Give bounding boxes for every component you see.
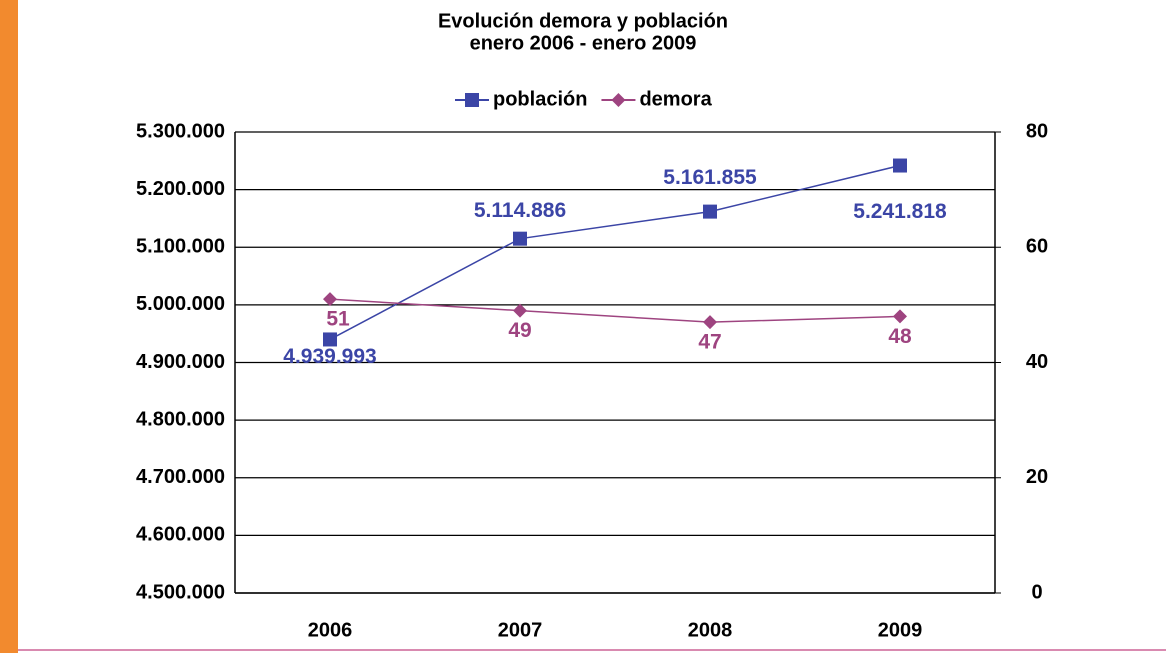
point <box>893 158 907 173</box>
y-tick-label: 5.300.000 <box>136 120 225 142</box>
x-tick-label: 2006 <box>308 619 353 641</box>
y-tick-label: 5.100.000 <box>136 236 225 258</box>
y2-tick-label: 0 <box>1031 581 1042 603</box>
y-tick-label: 4.900.000 <box>136 351 225 373</box>
point <box>703 315 717 330</box>
chart-subtitle: enero 2006 - enero 2009 <box>470 32 697 54</box>
point <box>513 231 527 246</box>
x-tick-label: 2009 <box>878 619 923 641</box>
data-label: 5.241.818 <box>853 200 947 223</box>
point <box>893 309 907 324</box>
y-tick-label: 4.800.000 <box>136 408 225 430</box>
point <box>323 332 337 347</box>
data-label: 49 <box>508 319 531 342</box>
chart-title: Evolución demora y población <box>438 10 728 32</box>
y2-tick-label: 20 <box>1026 466 1048 488</box>
data-label: 5.161.855 <box>663 166 757 189</box>
data-label: 5.114.886 <box>474 199 566 222</box>
legend-label: población <box>493 88 587 110</box>
y-tick-label: 4.500.000 <box>136 581 225 603</box>
x-tick-label: 2007 <box>498 619 543 641</box>
legend-label: demora <box>639 88 712 110</box>
data-label: 4.939.993 <box>283 345 376 368</box>
point <box>703 204 717 219</box>
data-label: 48 <box>888 325 912 348</box>
series-line <box>329 164 901 341</box>
y2-tick-label: 80 <box>1026 120 1048 142</box>
point <box>465 93 479 107</box>
data-label: 47 <box>698 331 721 354</box>
point <box>323 292 337 307</box>
side-bar <box>0 0 18 653</box>
y-tick-label: 4.700.000 <box>136 466 225 488</box>
y-tick-label: 4.600.000 <box>136 524 225 546</box>
y-tick-label: 5.200.000 <box>136 178 225 200</box>
x-tick-label: 2008 <box>688 619 733 641</box>
y2-tick-label: 60 <box>1026 236 1048 258</box>
series-line <box>329 298 901 323</box>
y2-tick-label: 40 <box>1026 351 1048 373</box>
data-label: 51 <box>326 308 350 331</box>
point <box>611 93 626 107</box>
point <box>513 303 527 318</box>
y-tick-label: 5.000.000 <box>136 293 225 315</box>
